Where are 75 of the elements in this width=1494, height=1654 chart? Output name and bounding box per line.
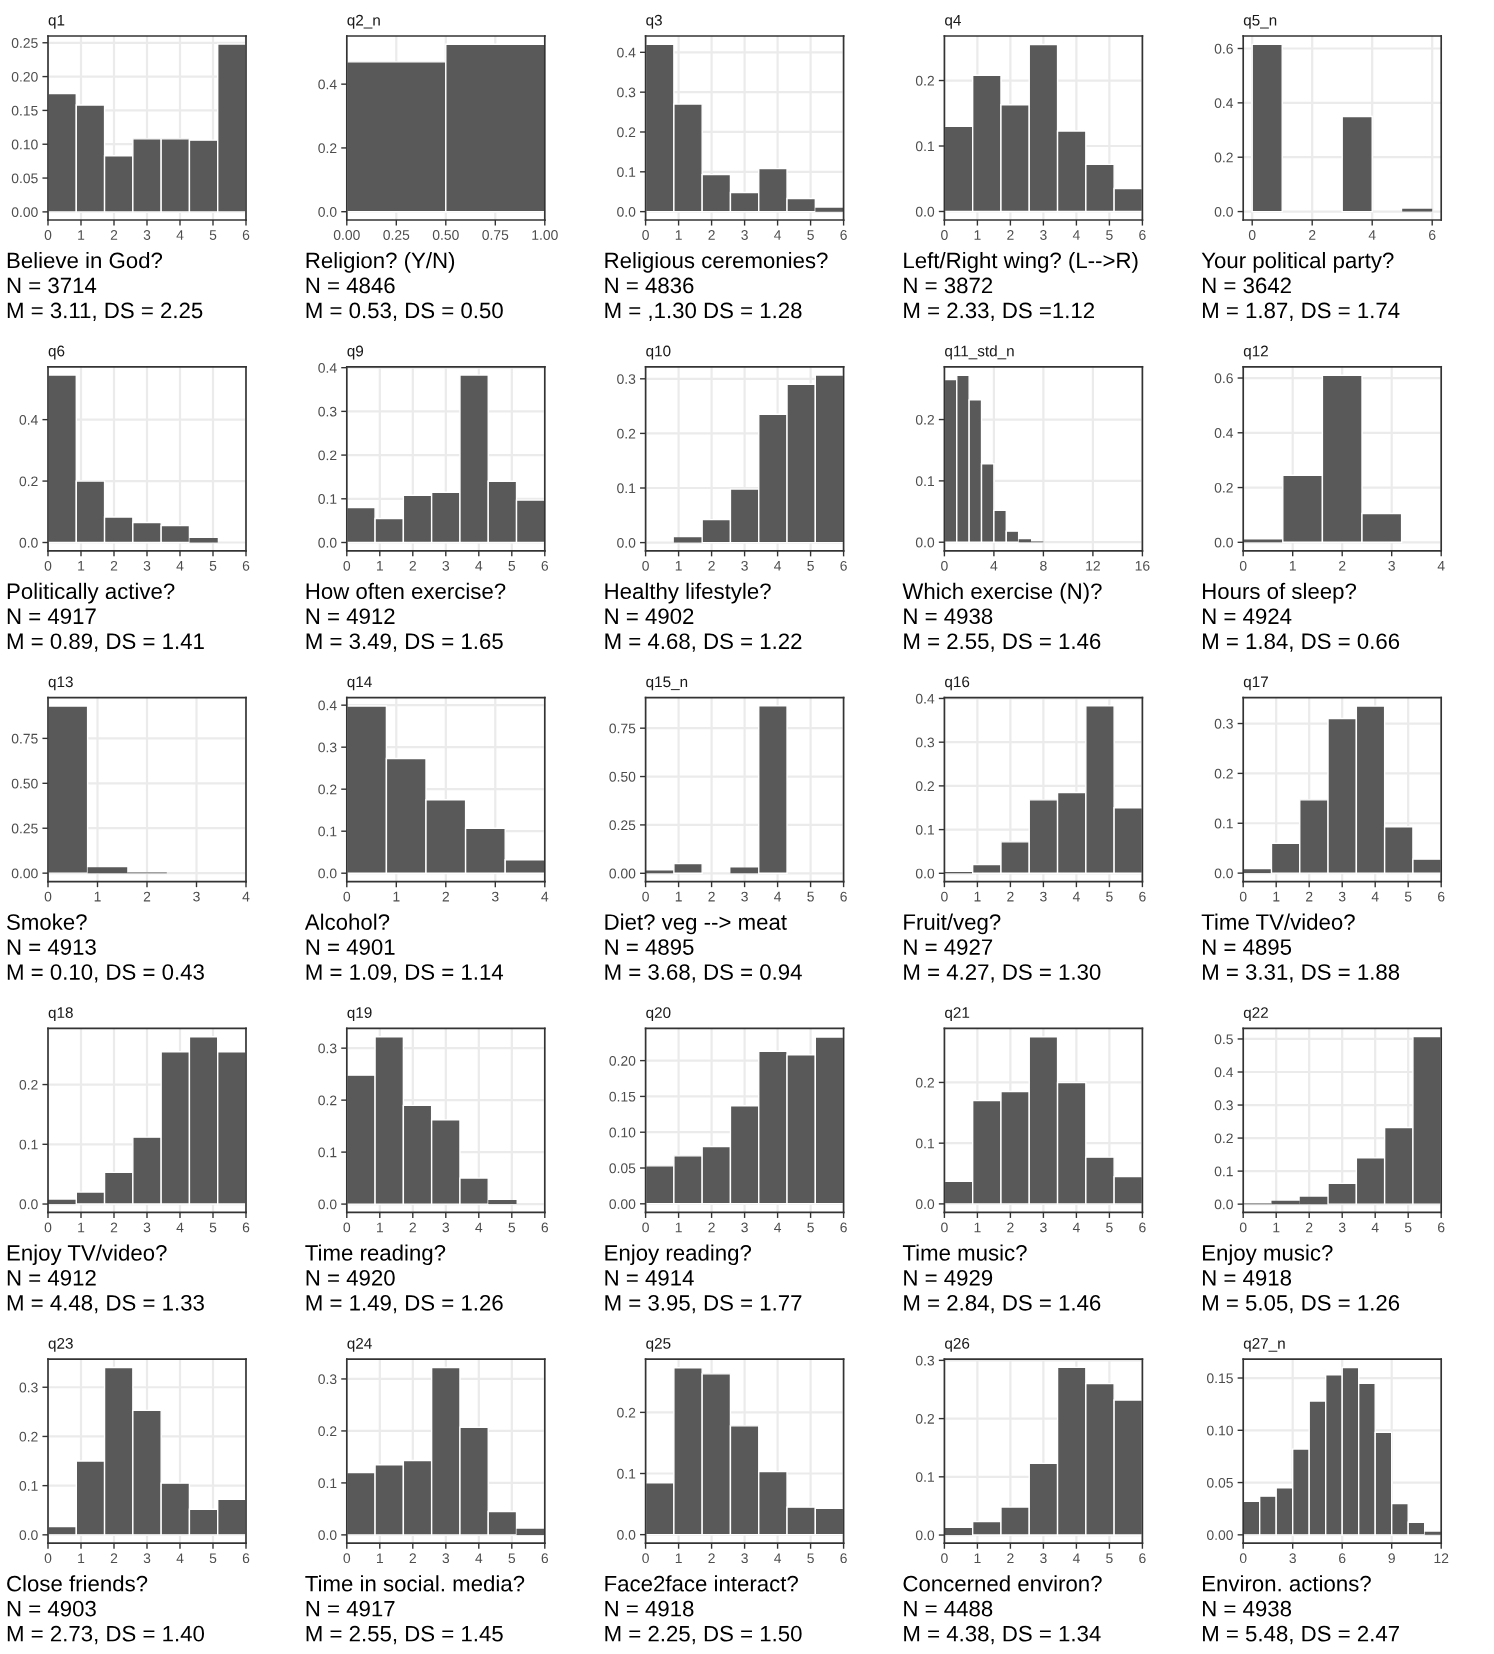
- text: M = 3.68, DS = 0.94: [605, 964, 802, 983]
- text: M = 0.53, DS = 0.50: [306, 302, 503, 321]
- text: M = 2.73, DS = 1.40: [7, 1625, 205, 1645]
- text: N = 3642: [1203, 277, 1291, 294]
- x-axis-title: Enjoy reading?: [605, 1244, 752, 1266]
- x-axis-title: Face2face interact?: [605, 1575, 798, 1592]
- text: N = 4903: [7, 1600, 96, 1617]
- x-axis-title: Enjoy music?: [1203, 1244, 1333, 1266]
- text: N = 4914: [605, 1269, 694, 1286]
- text: M = 2.55, DS = 1.45: [306, 1625, 503, 1645]
- x-axis-title: Alcohol?: [304, 913, 390, 930]
- text: M = 0.89, DS = 1.41: [7, 633, 204, 652]
- text: M = 4.48, DS = 1.33: [7, 1294, 204, 1314]
- text: N = 3714: [7, 277, 97, 294]
- x-axis-title: Close friends?: [7, 1575, 148, 1592]
- x-axis-title: Smoke?: [7, 913, 87, 930]
- text: M = 5.05, DS = 1.26: [1203, 1294, 1400, 1314]
- text: M = 3.95, DS = 1.77: [605, 1294, 802, 1314]
- text: M = 3.49, DS = 1.65: [306, 633, 503, 652]
- x-axis-title: Which exercise (N)?: [902, 582, 1102, 604]
- text: M = 2.84, DS = 1.46: [904, 1294, 1101, 1314]
- x-axis-title: Believe in God?: [7, 252, 163, 269]
- text: M = 1.09, DS = 1.14: [306, 964, 504, 983]
- x-axis-title: Religious ceremonies?: [605, 252, 828, 273]
- x-axis-title: Time music?: [902, 1244, 1027, 1261]
- text: M = 3.31, DS = 1.88: [1203, 964, 1400, 983]
- text: N = 3872: [904, 277, 993, 294]
- text: N = 4917: [306, 1600, 395, 1617]
- text: N = 4938: [1203, 1600, 1292, 1617]
- text: M = 3.11, DS = 2.25: [7, 302, 203, 321]
- text: M = 1.49, DS = 1.26: [306, 1294, 503, 1314]
- x-axis-title: Hours of sleep?: [1203, 582, 1357, 604]
- text: M = 4.38, DS = 1.34: [904, 1625, 1101, 1645]
- text: M = ,1.30 DS = 1.28: [605, 302, 802, 321]
- x-axis-title: Time reading?: [305, 1244, 446, 1266]
- text: N = 4929: [904, 1269, 993, 1286]
- text: M = 4.27, DS = 1.30: [904, 964, 1101, 983]
- x-axis-title: Enjoy TV/video?: [7, 1244, 167, 1266]
- x-axis-title: Politically active?: [7, 582, 175, 604]
- x-axis-title: How often exercise?: [306, 582, 506, 600]
- x-axis-title: Healthy lifestyle?: [605, 582, 771, 604]
- text: N = 4895: [1203, 939, 1292, 955]
- x-axis-title: Your political party?: [1201, 252, 1394, 273]
- text: N = 4924: [1203, 608, 1292, 625]
- text: N = 4846: [306, 277, 395, 294]
- x-axis-title: Concerned environ?: [903, 1575, 1102, 1592]
- x-axis-title: Diet? veg --> meat: [605, 913, 787, 935]
- text: M = 2.25, DS = 1.50: [605, 1625, 802, 1645]
- text: N = 4895: [605, 939, 694, 955]
- text: N = 4938: [904, 608, 993, 625]
- text: M = 4.68, DS = 1.22: [605, 633, 802, 652]
- text: N = 4912: [7, 1269, 96, 1286]
- text: N = 4901: [306, 939, 395, 955]
- x-axis-title: Left/Right wing? (L-->R): [904, 252, 1138, 273]
- text: N = 4902: [605, 608, 694, 625]
- text: N = 4912: [306, 608, 395, 625]
- text: N = 4920: [306, 1269, 395, 1286]
- text: M = 0.10, DS = 0.43: [7, 964, 204, 983]
- text: N = 4918: [605, 1600, 694, 1617]
- text: M = 2.55, DS = 1.46: [904, 633, 1101, 652]
- text: N = 4913: [7, 939, 96, 955]
- x-axis-title: Environ. actions?: [1203, 1575, 1371, 1592]
- x-axis-title: Time in social. media?: [305, 1575, 525, 1592]
- x-axis-title: Fruit/veg?: [904, 913, 1001, 935]
- x-axis-title: Religion? (Y/N): [306, 252, 455, 273]
- text: N = 4918: [1203, 1269, 1292, 1286]
- text: M = 5.48, DS = 2.47: [1203, 1625, 1399, 1645]
- text: N = 4917: [7, 608, 96, 625]
- text: M = 1.87, DS = 1.74: [1203, 302, 1400, 321]
- text: N = 4927: [904, 939, 993, 955]
- text: M = 1.84, DS = 0.66: [1203, 633, 1400, 652]
- text: M = 2.33, DS =1.12: [904, 302, 1094, 321]
- text: N = 4488: [904, 1600, 993, 1617]
- text: N = 4836: [605, 277, 694, 294]
- x-axis-title: Time TV/video?: [1201, 913, 1355, 930]
